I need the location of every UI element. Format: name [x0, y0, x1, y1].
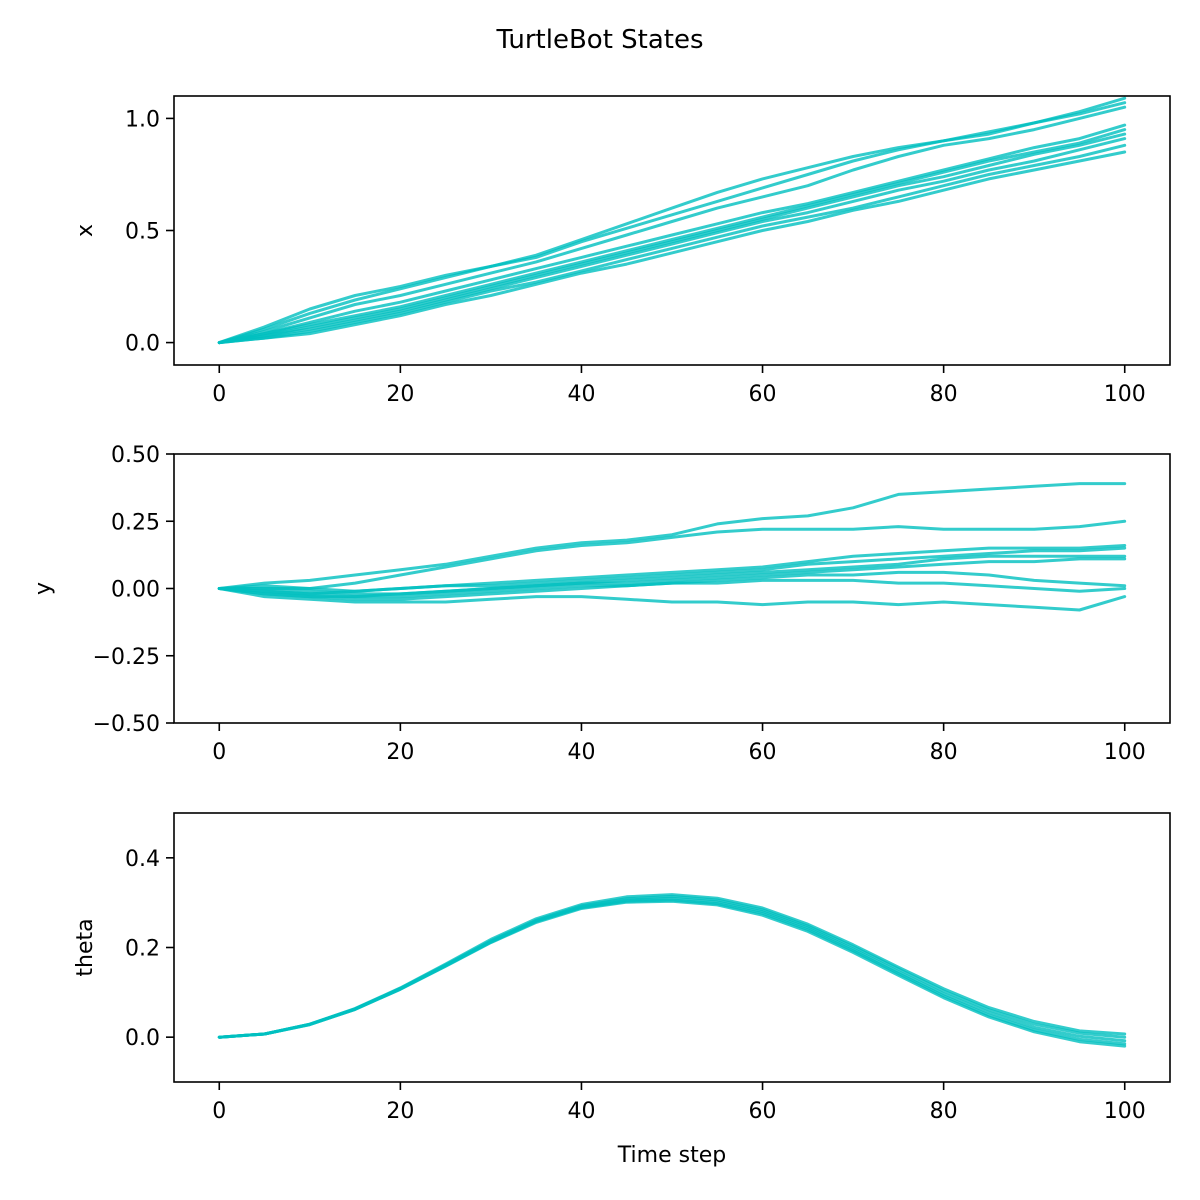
series-line-9 — [217, 150, 1127, 345]
series-line-4 — [217, 898, 1127, 1046]
x-tick-label: 40 — [567, 740, 595, 765]
series-line-4 — [217, 546, 1127, 596]
y-tick-label: 0.50 — [111, 443, 160, 468]
series-line-6 — [217, 132, 1127, 345]
y-tick-label: −0.25 — [93, 645, 160, 670]
figure-title: TurtleBot States — [495, 25, 703, 55]
series-line-8 — [217, 578, 1127, 601]
series-line-3 — [217, 896, 1127, 1043]
y-tick-label: 0.00 — [111, 578, 160, 603]
series-line-5 — [217, 899, 1127, 1048]
x-tick-label: 60 — [749, 1099, 777, 1124]
x-tick-label: 0 — [212, 1099, 226, 1124]
x-tick-label: 100 — [1104, 382, 1146, 407]
subplot-panels: 0 20 40 60 80 100 0.0 0.5 1.0 x 0 20 40 60 80 100 −0.50 −… — [31, 95, 1171, 1168]
x-tick-label: 0 — [212, 382, 226, 407]
x-tick-label: 100 — [1104, 740, 1146, 765]
axes-frame — [173, 812, 1171, 1083]
y-axis-label: x — [73, 224, 98, 237]
series-line-9 — [217, 587, 1127, 612]
series-line-5 — [217, 128, 1127, 345]
series-line-3 — [217, 105, 1127, 345]
subplot-2: 0 20 40 60 80 100 −0.50 −0.25 0.00 0.25 0.50 y — [31, 443, 1171, 765]
y-tick-label: 0.5 — [125, 220, 160, 245]
series-group — [217, 482, 1127, 612]
y-tick-label: 0.0 — [125, 332, 160, 357]
y-tick-label: 0.2 — [125, 937, 160, 962]
series-group — [217, 893, 1127, 1048]
series-line-2 — [217, 101, 1127, 345]
y-tick-label: 0.25 — [111, 510, 160, 535]
series-line-8 — [217, 143, 1127, 345]
x-tick-label: 100 — [1104, 1099, 1146, 1124]
y-axis-label: theta — [73, 918, 98, 976]
x-tick-label: 60 — [749, 382, 777, 407]
subplot-1: 0 20 40 60 80 100 0.0 0.5 1.0 x — [73, 95, 1171, 407]
series-group — [217, 96, 1127, 345]
x-tick-label: 40 — [567, 382, 595, 407]
y-tick-label: −0.50 — [93, 712, 160, 737]
x-tick-label: 20 — [386, 382, 414, 407]
series-line-4 — [217, 123, 1127, 345]
x-tick-label: 20 — [386, 1099, 414, 1124]
x-tick-label: 20 — [386, 740, 414, 765]
y-axis-label: y — [31, 582, 56, 595]
x-axis-label: Time step — [617, 1143, 726, 1168]
x-tick-label: 80 — [930, 740, 958, 765]
y-tick-label: 0.4 — [125, 847, 160, 872]
subplot-3: 0 20 40 60 80 100 0.0 0.2 0.4 theta Time step — [73, 812, 1171, 1168]
x-tick-label: 0 — [212, 740, 226, 765]
series-line-7 — [217, 137, 1127, 345]
x-tick-label: 40 — [567, 1099, 595, 1124]
series-line-5 — [217, 554, 1127, 596]
y-tick-label: 0.0 — [125, 1026, 160, 1051]
series-line-1 — [217, 482, 1127, 590]
series-line-2 — [217, 519, 1127, 590]
x-tick-label: 80 — [930, 1099, 958, 1124]
x-tick-label: 60 — [749, 740, 777, 765]
x-tick-label: 80 — [930, 382, 958, 407]
y-tick-label: 1.0 — [125, 107, 160, 132]
